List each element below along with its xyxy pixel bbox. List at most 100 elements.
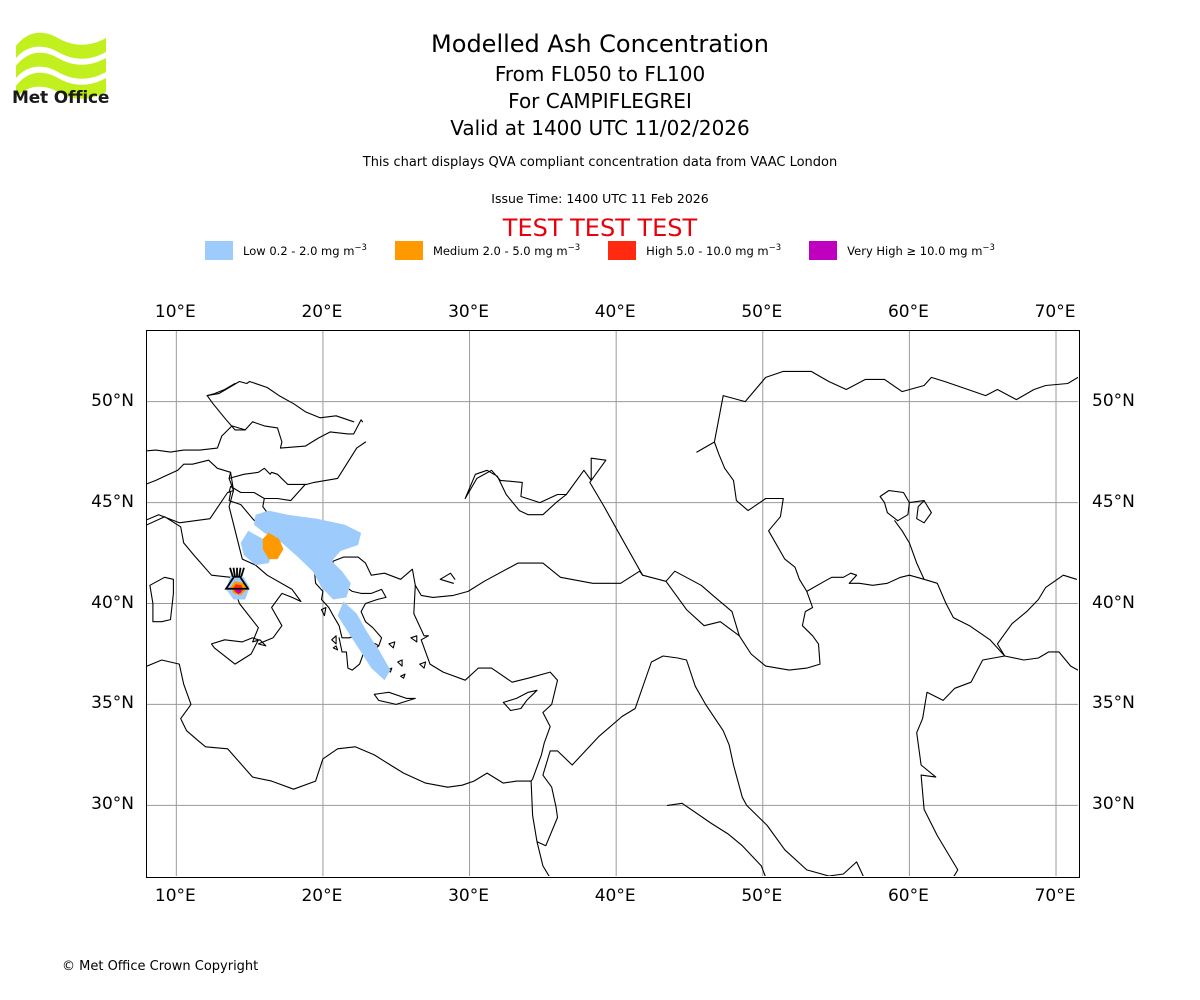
island-outline bbox=[419, 661, 427, 669]
legend: Low 0.2 - 2.0 mg m−3 Medium 2.0 - 5.0 mg … bbox=[0, 238, 1200, 262]
island-outline bbox=[397, 659, 403, 667]
legend-swatch-high bbox=[608, 240, 637, 260]
legend-label-low: Low 0.2 - 2.0 mg m−3 bbox=[243, 242, 367, 258]
coastline-segment bbox=[696, 441, 715, 453]
volcano-plume-line bbox=[238, 567, 242, 577]
legend-swatch-low bbox=[205, 240, 234, 260]
ash-concentration-layers bbox=[226, 510, 391, 681]
map-frame bbox=[146, 330, 1080, 878]
coastline-segment bbox=[642, 441, 821, 671]
legend-swatch-very-high bbox=[809, 240, 838, 260]
volcano-name: For CAMPIFLEGREI bbox=[508, 89, 692, 113]
legend-item-very-high: Very High ≥ 10.0 mg m−3 bbox=[809, 240, 995, 260]
axis-label-left-lat-35: 35°N bbox=[91, 693, 134, 714]
coastline-segment bbox=[228, 441, 367, 492]
coastlines bbox=[147, 370, 1078, 876]
axis-label-bottom-lon-10: 10°E bbox=[154, 886, 196, 906]
coastline-segment bbox=[565, 457, 644, 576]
coastline-segment bbox=[464, 469, 567, 516]
ash-area-9DCCFC bbox=[254, 510, 362, 600]
test-banner: TEST TEST TEST bbox=[502, 214, 698, 242]
coastline-segment bbox=[147, 459, 235, 492]
coastline-segment bbox=[894, 520, 925, 580]
axis-label-bottom-lon-40: 40°E bbox=[594, 886, 636, 906]
coastline-segment bbox=[665, 570, 740, 637]
flight-level-range: From FL050 to FL100 bbox=[494, 62, 706, 86]
volcano-plume-line bbox=[240, 567, 245, 578]
island-outline bbox=[331, 635, 337, 645]
legend-label-medium: Medium 2.0 - 5.0 mg m−3 bbox=[432, 242, 581, 258]
legend-label-very-high: Very High ≥ 10.0 mg m−3 bbox=[847, 242, 995, 258]
axis-label-bottom-lon-50: 50°E bbox=[741, 886, 783, 906]
axis-label-right-lat-30: 30°N bbox=[1092, 794, 1135, 815]
coastline-segment bbox=[502, 689, 538, 712]
page-title: Modelled Ash Concentration bbox=[431, 30, 769, 58]
coastline-segment bbox=[666, 802, 766, 876]
coastline-segment bbox=[439, 572, 456, 584]
volcano-source-marker bbox=[224, 567, 250, 590]
coastline-segment bbox=[530, 655, 830, 876]
legend-item-low: Low 0.2 - 2.0 mg m−3 bbox=[205, 240, 367, 260]
coastline-segment bbox=[147, 659, 449, 790]
valid-time: Valid at 1400 UTC 11/02/2026 bbox=[450, 116, 750, 140]
ash-area-BF00BF bbox=[235, 588, 242, 594]
chart-subtitle: This chart displays QVA compliant concen… bbox=[362, 155, 838, 170]
axis-label-left-lat-50: 50°N bbox=[91, 390, 134, 411]
axis-label-top-lon-10: 10°E bbox=[154, 302, 196, 322]
coastline-segment bbox=[713, 370, 1078, 443]
axis-label-bottom-lon-30: 30°E bbox=[448, 886, 489, 906]
axis-label-top-lon-50: 50°E bbox=[741, 302, 783, 322]
legend-item-high: High 5.0 - 10.0 mg m−3 bbox=[608, 240, 782, 260]
axis-label-top-lon-30: 30°E bbox=[448, 302, 489, 322]
copyright-notice: © Met Office Crown Copyright bbox=[62, 959, 259, 974]
ash-area-9DCCFC bbox=[240, 530, 274, 566]
axis-label-top-lon-40: 40°E bbox=[594, 302, 636, 322]
axis-label-top-lon-20: 20°E bbox=[301, 302, 343, 322]
island-outline bbox=[388, 641, 396, 649]
volcano-plume-line bbox=[229, 567, 234, 578]
axis-label-top-lon-70: 70°E bbox=[1034, 302, 1076, 322]
coastline-segment bbox=[228, 483, 306, 502]
coastline-segment bbox=[413, 584, 559, 788]
axis-label-right-lat-50: 50°N bbox=[1092, 390, 1135, 411]
coastline-segment bbox=[916, 655, 1006, 876]
coastline-segment bbox=[916, 500, 932, 524]
legend-label-high: High 5.0 - 10.0 mg m−3 bbox=[646, 242, 782, 258]
coastline-segment bbox=[210, 637, 259, 665]
issue-time: Issue Time: 1400 UTC 11 Feb 2026 bbox=[491, 191, 709, 206]
axis-label-top-lon-60: 60°E bbox=[887, 302, 929, 322]
coastline-segment bbox=[879, 489, 910, 522]
island-outline bbox=[410, 635, 418, 643]
map-container: 10°E 10°E 20°E 20°E 30°E 30°E 40°E 40°E 50°E 50°E… bbox=[91, 302, 1135, 906]
ash-area-FF9900 bbox=[262, 532, 284, 560]
legend-item-medium: Medium 2.0 - 5.0 mg m−3 bbox=[394, 240, 581, 260]
met-office-logo bbox=[14, 28, 118, 112]
coastline-segment bbox=[908, 500, 925, 504]
island-outline bbox=[373, 691, 416, 705]
axis-label-left-lat-30: 30°N bbox=[91, 794, 134, 815]
coastline-segment bbox=[206, 380, 355, 423]
coastline-segment bbox=[996, 574, 1078, 657]
volcano-plume-line bbox=[232, 567, 236, 577]
island-outline bbox=[332, 645, 339, 651]
axis-label-bottom-lon-70: 70°E bbox=[1034, 886, 1076, 906]
coastline-segment bbox=[536, 841, 550, 876]
coastline-segment bbox=[329, 556, 644, 647]
axis-label-right-lat-40: 40°N bbox=[1092, 592, 1135, 613]
coastline-segment bbox=[848, 574, 1078, 671]
axis-label-left-lat-40: 40°N bbox=[91, 592, 134, 613]
coastline-segment bbox=[228, 471, 232, 479]
island-outline bbox=[400, 673, 406, 679]
axis-label-bottom-lon-20: 20°E bbox=[301, 886, 343, 906]
title-block: Modelled Ash Concentration From FL050 to… bbox=[0, 28, 1200, 142]
axis-label-bottom-lon-60: 60°E bbox=[887, 886, 929, 906]
legend-swatch-medium bbox=[394, 240, 423, 260]
met-office-logo-text: Met Office bbox=[12, 88, 110, 108]
axis-label-left-lat-45: 45°N bbox=[91, 491, 134, 512]
axis-label-right-lat-35: 35°N bbox=[1092, 693, 1135, 714]
ash-area-9DCCFC bbox=[337, 601, 391, 681]
coastline-segment bbox=[206, 382, 246, 431]
axis-label-right-lat-45: 45°N bbox=[1092, 491, 1135, 512]
gridlines bbox=[147, 331, 1078, 876]
